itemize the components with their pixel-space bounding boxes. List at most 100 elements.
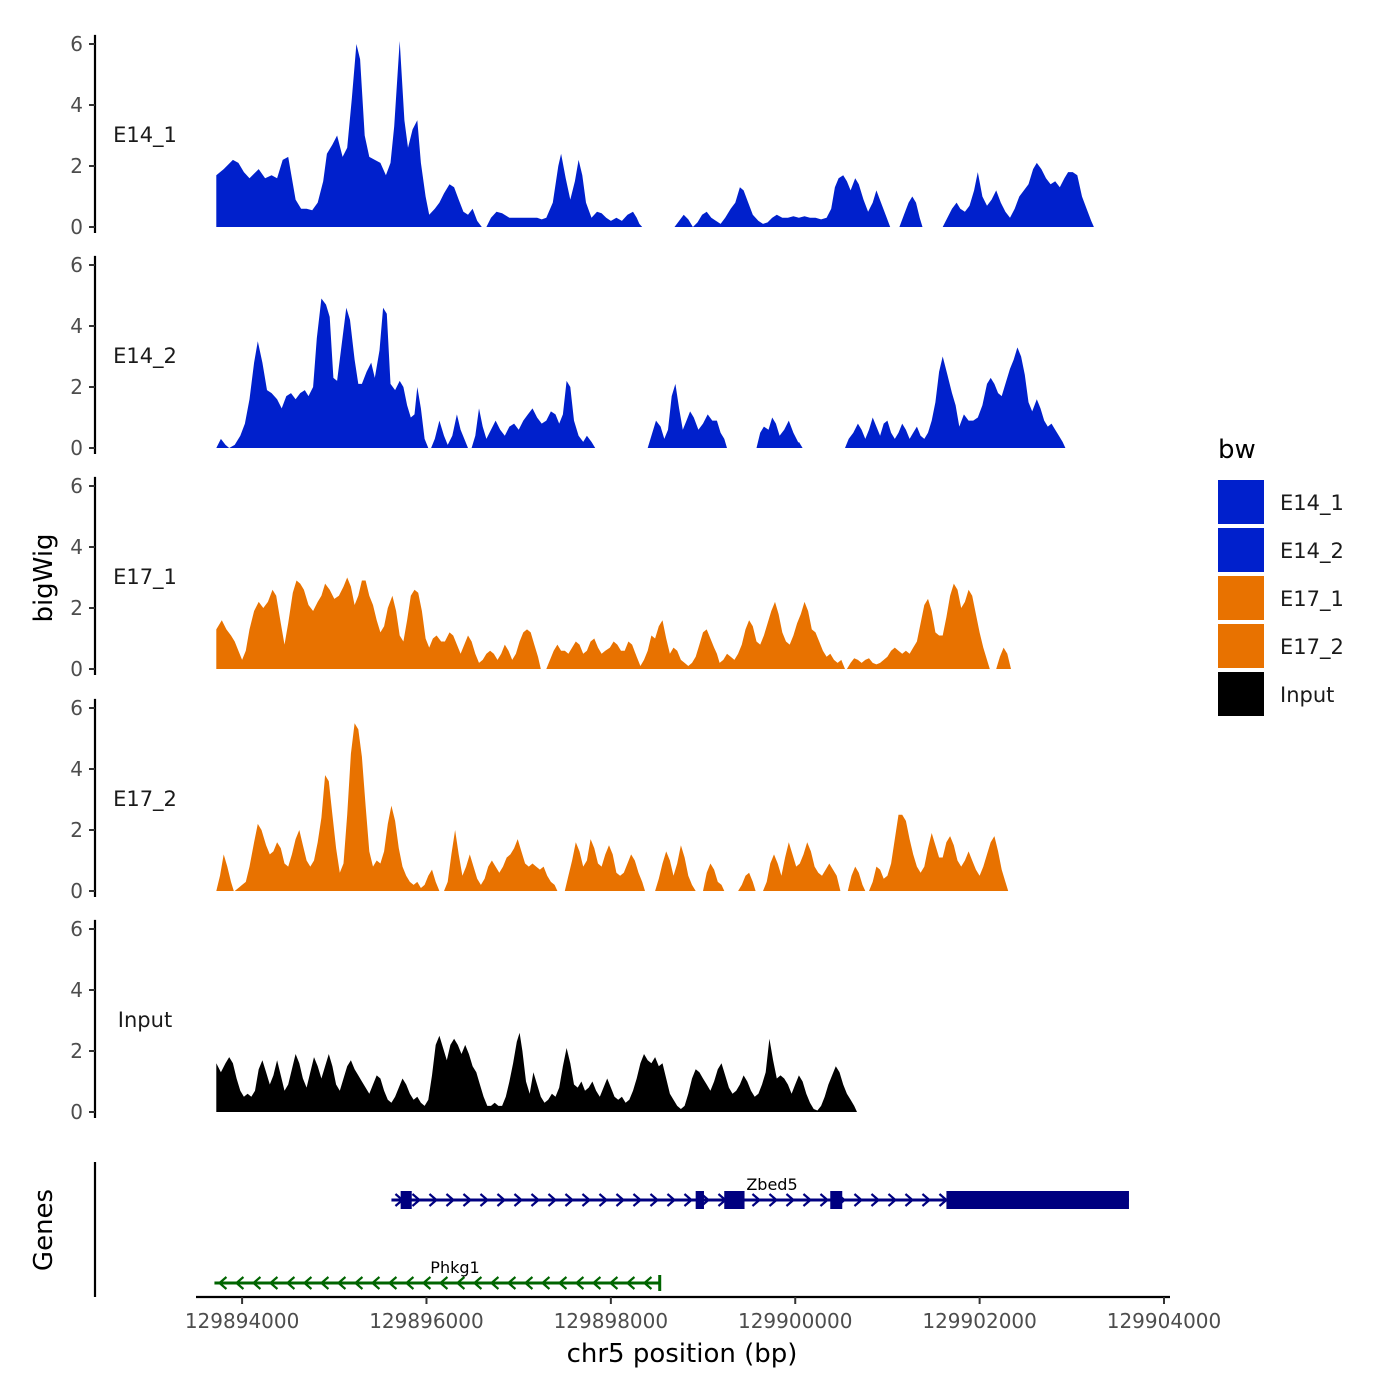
area-E14_1-segment-0 [216, 41, 482, 227]
x-tick-label: 129902000 [922, 1309, 1037, 1333]
strand-arrow [751, 1193, 762, 1207]
gene-Phkg1: Phkg1 [214, 1258, 662, 1291]
strand-arrow [564, 1193, 575, 1207]
strand-arrow [921, 1193, 932, 1207]
area-E17_2-segment-7 [763, 842, 841, 891]
area-E14_2-segment-3 [647, 383, 727, 448]
x-tick-label: 129896000 [369, 1309, 484, 1333]
area-Input-segment-0 [216, 1032, 858, 1112]
area-E17_2-segment-8 [847, 866, 866, 891]
area-E17_2-segment-9 [869, 814, 1009, 891]
area-E14_1-segment-1 [486, 153, 643, 227]
y-axis-title: bigWig [29, 533, 59, 622]
strand-arrow [370, 1276, 381, 1290]
strand-arrow [547, 1193, 558, 1207]
legend-swatch-E14_2 [1218, 528, 1264, 572]
strand-arrow [462, 1193, 473, 1207]
legend-label-E17_2: E17_2 [1280, 635, 1344, 660]
strand-arrow [217, 1276, 228, 1290]
legend: bw E14_1 E14_2 E17_1 E17_2 Input [1218, 435, 1344, 716]
strand-arrow [853, 1193, 864, 1207]
strand-arrow [870, 1193, 881, 1207]
strand-arrow [598, 1193, 609, 1207]
area-E17_1-segment-3 [996, 647, 1011, 669]
strand-arrow [819, 1193, 830, 1207]
strand-arrow [625, 1276, 636, 1290]
x-tick-label: 129900000 [738, 1309, 853, 1333]
track-E17_2: 0 2 4 6 E17_2 [70, 696, 1009, 903]
exon-3 [830, 1191, 843, 1209]
area-E17_2-segment-2 [444, 830, 558, 891]
x-tick-label: 129904000 [1107, 1309, 1222, 1333]
y-tick-label: 4 [70, 757, 83, 781]
strand-arrow [455, 1276, 466, 1290]
y-tick-label: 2 [70, 1039, 83, 1063]
legend-label-E14_1: E14_1 [1280, 491, 1344, 516]
strand-arrow [472, 1276, 483, 1290]
strand-arrow [768, 1193, 779, 1207]
y-tick-label: 0 [70, 1100, 83, 1124]
strand-arrow [683, 1193, 694, 1207]
strand-arrow [887, 1193, 898, 1207]
area-E17_2-segment-4 [655, 845, 696, 891]
area-E17_1-segment-1 [546, 601, 845, 669]
y-tick-label: 0 [70, 657, 83, 681]
track-E14_1: 0 2 4 6 E14_1 [70, 32, 1094, 239]
strand-arrow [421, 1276, 432, 1290]
legend-swatch-E14_1 [1218, 480, 1264, 524]
strand-arrow [489, 1276, 500, 1290]
strand-arrow [608, 1276, 619, 1290]
strand-arrow [479, 1193, 490, 1207]
legend-swatch-Input [1218, 672, 1264, 716]
y-tick-label: 4 [70, 314, 83, 338]
track-E17_1: 0 2 4 6 E17_1 [70, 474, 1011, 681]
strand-arrow [251, 1276, 262, 1290]
y-tick-label: 2 [70, 818, 83, 842]
track-label-Input: Input [118, 1008, 172, 1032]
legend-title: bw [1218, 435, 1256, 465]
legend-swatch-E17_1 [1218, 576, 1264, 620]
y-tick-label: 0 [70, 436, 83, 460]
strand-arrow [336, 1276, 347, 1290]
x-axis: 129894000 129896000 129898000 129900000 1299… [185, 1295, 1222, 1333]
area-E17_2-segment-1 [234, 723, 440, 891]
x-axis-title: chr5 position (bp) [567, 1339, 798, 1369]
track-E14_2: 0 2 4 6 E14_2 [70, 253, 1066, 460]
y-tick-label: 4 [70, 978, 83, 1002]
y-tick-label: 6 [70, 474, 83, 498]
strand-arrow [666, 1193, 677, 1207]
legend-label-E14_2: E14_2 [1280, 539, 1344, 564]
strand-arrow [540, 1276, 551, 1290]
strand-arrow [319, 1276, 330, 1290]
legend-label-E17_1: E17_1 [1280, 587, 1344, 612]
area-E17_2-segment-5 [703, 863, 725, 891]
strand-arrow [496, 1193, 507, 1207]
area-E14_1-segment-2 [674, 175, 891, 227]
track-label-E17_1: E17_1 [113, 565, 177, 590]
strand-arrow [904, 1193, 915, 1207]
strand-arrow [445, 1193, 456, 1207]
legend-swatch-E17_2 [1218, 624, 1264, 668]
area-E14_2-segment-2 [471, 380, 596, 448]
strand-arrow [523, 1276, 534, 1290]
exon-2 [724, 1191, 745, 1209]
genes-axis-title: Genes [29, 1189, 59, 1271]
exon-1 [695, 1191, 704, 1209]
area-E14_2-segment-4 [756, 417, 801, 448]
area-E17_1-segment-2 [846, 583, 990, 669]
strand-arrow [268, 1276, 279, 1290]
y-tick-label: 2 [70, 154, 83, 178]
y-tick-label: 2 [70, 596, 83, 620]
strand-arrow [615, 1193, 626, 1207]
exon-0 [400, 1191, 412, 1209]
area-E14_2-segment-1 [431, 414, 468, 448]
strand-arrow [530, 1193, 541, 1207]
area-E14_2-segment-6 [845, 347, 1066, 448]
strand-arrow [353, 1276, 364, 1290]
area-E17_2-segment-3 [564, 839, 645, 891]
strand-arrow [513, 1193, 524, 1207]
y-tick-label: 0 [70, 215, 83, 239]
area-E17_1-segment-0 [216, 577, 541, 669]
strand-arrow [802, 1193, 813, 1207]
